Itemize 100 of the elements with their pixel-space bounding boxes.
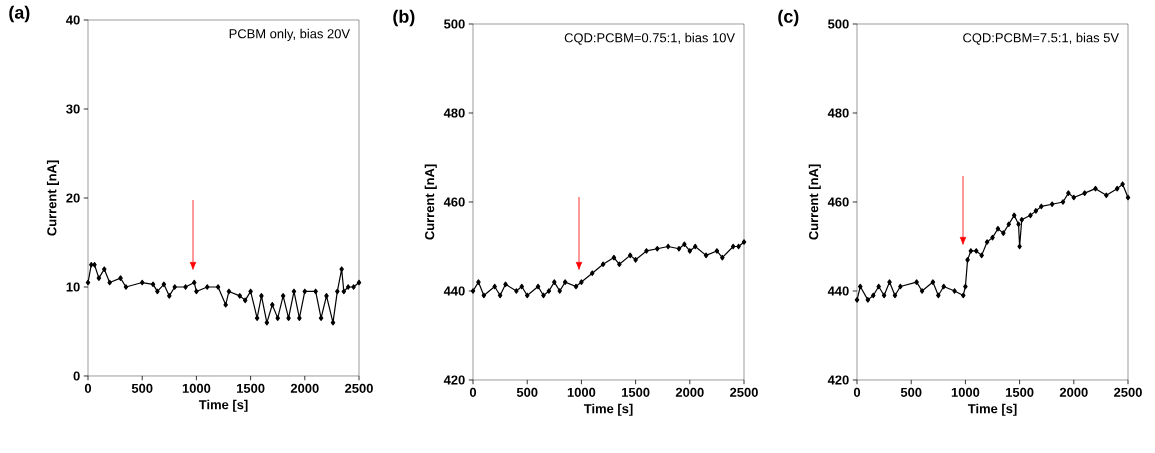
point <box>1039 203 1044 210</box>
y-tick-label: 500 <box>444 19 465 29</box>
point <box>730 243 736 250</box>
point <box>150 281 156 288</box>
point <box>118 275 123 281</box>
point <box>481 292 487 299</box>
point <box>503 281 508 288</box>
point <box>562 279 568 285</box>
point <box>102 266 107 272</box>
y-tick-label: 440 <box>827 286 849 296</box>
y-tick-label: 460 <box>443 197 465 207</box>
point <box>741 239 747 245</box>
x-tick-label: 1500 <box>1006 387 1034 397</box>
point <box>600 261 606 268</box>
point <box>1125 194 1131 201</box>
point <box>941 283 946 290</box>
point <box>183 284 188 290</box>
point <box>590 270 595 276</box>
point <box>887 279 892 285</box>
x-tick-label: 2500 <box>345 383 373 393</box>
point <box>1049 201 1055 208</box>
point <box>573 283 579 290</box>
y-tick-label: 10 <box>66 282 80 292</box>
point <box>881 292 887 299</box>
point <box>514 288 519 294</box>
y-tick-label: 20 <box>66 193 80 203</box>
point <box>936 292 941 299</box>
point <box>1001 230 1006 236</box>
point <box>155 288 160 295</box>
y-tick-label: 480 <box>443 108 465 118</box>
point <box>89 261 94 268</box>
point <box>1006 221 1012 228</box>
point <box>1060 199 1066 205</box>
x-tick-label: 0 <box>853 387 861 397</box>
annotation: PCBM only, bias 20V <box>229 28 350 41</box>
x-axis-title: Time [s] <box>967 403 1017 416</box>
x-tick-label: 1000 <box>567 387 596 397</box>
point <box>919 288 925 294</box>
x-tick-label: 2500 <box>730 387 758 397</box>
point <box>313 288 318 295</box>
point <box>280 293 286 299</box>
point <box>519 283 525 290</box>
point <box>552 279 557 285</box>
x-tick-label: 2000 <box>1059 387 1088 397</box>
x-tick-label: 500 <box>131 383 153 393</box>
point <box>876 283 881 290</box>
point <box>1114 185 1120 192</box>
point <box>335 288 340 295</box>
x-tick-label: 2500 <box>1114 387 1142 397</box>
point <box>476 279 481 285</box>
point <box>961 292 966 299</box>
point <box>341 288 347 295</box>
x-tick-label: 1500 <box>237 383 265 393</box>
point <box>930 279 936 285</box>
point <box>1120 181 1125 187</box>
x-axis-title: Time [s] <box>198 399 248 412</box>
point <box>965 257 970 263</box>
point <box>655 245 660 252</box>
point <box>644 248 649 254</box>
point <box>345 284 351 290</box>
annotation: CQD:PCBM=0.75:1, bias 10V <box>564 32 735 45</box>
point <box>226 288 232 295</box>
point <box>676 245 682 252</box>
point <box>914 279 919 285</box>
point <box>714 248 720 254</box>
point <box>351 284 356 290</box>
point <box>865 297 871 303</box>
point <box>682 241 687 248</box>
chart-title: (b) <box>393 9 415 27</box>
x-tick-label: 500 <box>900 387 922 397</box>
point <box>535 283 541 290</box>
x-tick-label: 1000 <box>182 383 211 393</box>
point <box>979 252 984 259</box>
point <box>871 292 876 299</box>
point <box>557 288 562 294</box>
point <box>984 239 990 245</box>
point <box>968 248 974 254</box>
y-tick-label: 30 <box>66 104 80 114</box>
point <box>898 283 903 290</box>
point <box>892 292 898 299</box>
point <box>687 248 693 254</box>
point <box>286 315 291 321</box>
point <box>952 288 957 294</box>
point <box>1017 243 1022 250</box>
point <box>524 292 530 299</box>
point <box>1104 192 1109 199</box>
y-tick-label: 420 <box>827 375 849 385</box>
y-axis-title: Current [nA] <box>424 164 437 240</box>
y-tick-label: 480 <box>827 108 849 118</box>
x-tick-label: 1500 <box>622 387 650 397</box>
point <box>974 248 979 254</box>
point <box>617 261 622 268</box>
x-tick-label: 1000 <box>951 387 980 397</box>
point <box>858 283 863 290</box>
point <box>139 279 145 286</box>
point <box>633 257 638 263</box>
y-axis-title: Current [nA] <box>808 164 821 240</box>
point <box>627 252 633 259</box>
point <box>324 293 329 299</box>
point <box>242 297 248 304</box>
